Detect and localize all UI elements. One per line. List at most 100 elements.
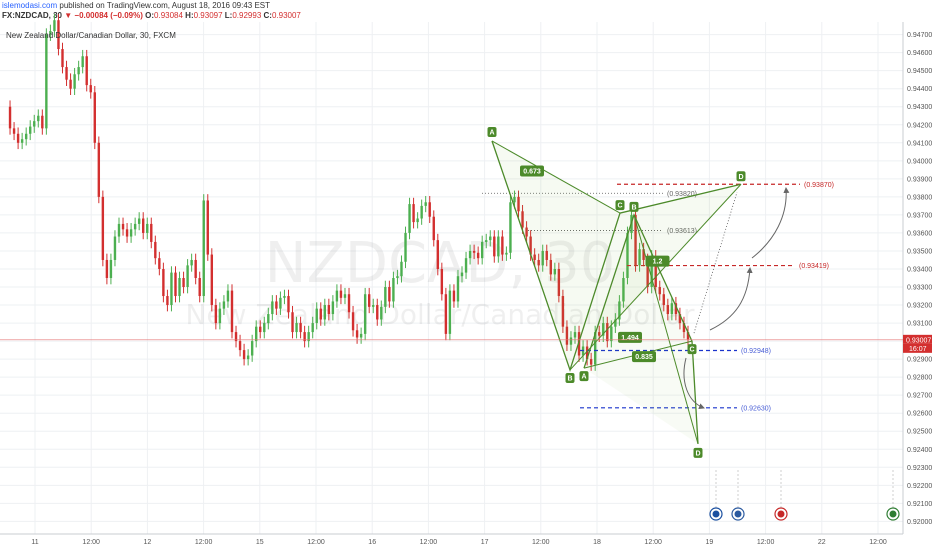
time-tick-label: 19 bbox=[706, 539, 714, 546]
candle-body bbox=[81, 56, 84, 68]
candle-body bbox=[460, 272, 464, 277]
candle-body bbox=[61, 49, 64, 68]
candle-body bbox=[259, 326, 262, 333]
candle-body bbox=[226, 290, 230, 302]
arrow-up-1 bbox=[709, 267, 753, 331]
candle-body bbox=[493, 236, 496, 257]
candle-body bbox=[154, 241, 157, 259]
time-tick-label: 12:00 bbox=[82, 539, 100, 546]
candle-body bbox=[541, 250, 544, 266]
candle-body bbox=[142, 218, 145, 233]
price-levels: (0.93870) (0.93820) (0.93613) (0.93419) (0.9… bbox=[482, 182, 834, 412]
candle-body bbox=[662, 294, 665, 306]
price-tick-label: 0.94200 bbox=[907, 122, 932, 129]
candle-body bbox=[158, 258, 161, 269]
candle-body bbox=[162, 268, 165, 297]
time-tick-label: 15 bbox=[256, 539, 264, 546]
candle-body bbox=[146, 223, 149, 233]
candle-body bbox=[24, 133, 28, 140]
candle-body bbox=[553, 268, 557, 275]
harmonic-patterns: A B C D A B C D 0.673 1.2 0.835 1.494 bbox=[487, 126, 790, 458]
candle-body bbox=[230, 290, 234, 333]
candle-body bbox=[263, 323, 266, 333]
pattern-1-ac bbox=[491, 140, 621, 214]
candle-body bbox=[125, 229, 129, 237]
price-tick-label: 0.92800 bbox=[907, 375, 932, 382]
event-nz-icon-dot bbox=[734, 510, 742, 518]
price-level-label: (0.93870) bbox=[804, 182, 834, 189]
candle-body bbox=[440, 268, 444, 295]
pattern-2-bd bbox=[633, 214, 699, 444]
pattern-point-badge bbox=[736, 171, 746, 182]
candle-body bbox=[444, 294, 448, 334]
price-tick-label: 0.92900 bbox=[907, 357, 932, 364]
price-tick-label: 0.93100 bbox=[907, 321, 932, 328]
candle-body bbox=[476, 252, 480, 259]
pattern-1-legs bbox=[491, 140, 742, 373]
pattern-2-legs bbox=[583, 213, 699, 444]
candle-body bbox=[323, 305, 327, 320]
candle-body bbox=[178, 278, 181, 297]
candle-body bbox=[73, 74, 76, 89]
candle-body bbox=[137, 218, 141, 224]
candle-body bbox=[121, 223, 125, 230]
candle-body bbox=[614, 319, 617, 327]
candle-body bbox=[404, 232, 407, 262]
price-tick-label: 0.94100 bbox=[907, 140, 932, 147]
candle-body bbox=[214, 305, 218, 324]
candle-body bbox=[670, 303, 674, 315]
candle-body bbox=[420, 205, 423, 219]
candle-body bbox=[509, 202, 512, 253]
price-tick-label: 0.93700 bbox=[907, 212, 932, 219]
candle-body bbox=[372, 305, 375, 307]
pattern-point-badge bbox=[629, 201, 639, 212]
price-axis[interactable]: 0.94700 0.94600 0.94500 0.94400 0.94300 0.942… bbox=[0, 22, 932, 534]
price-tick-label: 0.94400 bbox=[907, 86, 932, 93]
price-tick-label: 0.92200 bbox=[907, 483, 932, 490]
pattern-point-label: C bbox=[617, 203, 622, 210]
candle-body bbox=[93, 92, 96, 143]
candle-body bbox=[170, 272, 173, 306]
event-nz-icon-dot bbox=[712, 510, 720, 518]
pattern-point-label: D bbox=[738, 174, 743, 181]
price-tick-label: 0.93400 bbox=[907, 266, 932, 273]
candle-body bbox=[335, 290, 339, 302]
candle-body bbox=[598, 332, 601, 336]
price-tick-label: 0.94700 bbox=[907, 32, 932, 39]
candle-body bbox=[182, 278, 185, 288]
arrow-up-2 bbox=[751, 187, 790, 259]
candle-body bbox=[295, 323, 298, 333]
candle-body bbox=[33, 121, 36, 127]
candle-body bbox=[622, 278, 625, 302]
candle-body bbox=[315, 308, 318, 324]
price-tick-label: 0.93900 bbox=[907, 176, 932, 183]
publisher-link[interactable]: islemodasi.com bbox=[2, 1, 58, 10]
time-tick-label: 12:00 bbox=[644, 539, 662, 546]
candle-body bbox=[392, 278, 395, 302]
price-tick-label: 0.92100 bbox=[907, 501, 932, 508]
candle-body bbox=[565, 326, 569, 345]
candle-body bbox=[618, 301, 621, 320]
candle-body bbox=[109, 259, 113, 278]
ratio-label: 1.2 bbox=[653, 259, 663, 266]
candle-body bbox=[291, 312, 294, 333]
candle-body bbox=[238, 341, 242, 351]
time-tick-label: 22 bbox=[818, 539, 826, 546]
ratio-label: 0.835 bbox=[635, 354, 653, 361]
candle-body bbox=[299, 323, 302, 333]
candle-body bbox=[577, 332, 581, 356]
candle-body bbox=[45, 34, 48, 129]
time-axis[interactable]: 11 12:00 12 12:00 15 12:00 16 12:00 17 12:00 18 12:… bbox=[0, 533, 903, 546]
candle-body bbox=[408, 204, 411, 233]
time-tick-label: 17 bbox=[481, 539, 489, 546]
candle-body bbox=[678, 314, 682, 324]
candle-body bbox=[53, 20, 56, 32]
symbol-label: FX:NZDCAD, 30 bbox=[2, 11, 63, 20]
price-level-label: (0.92948) bbox=[741, 348, 771, 355]
candle-body bbox=[557, 268, 561, 297]
candle-body bbox=[29, 126, 32, 134]
price-tick-label: 0.92500 bbox=[907, 429, 932, 436]
event-ca-icon-dot bbox=[777, 510, 785, 518]
candle-body bbox=[89, 85, 92, 93]
